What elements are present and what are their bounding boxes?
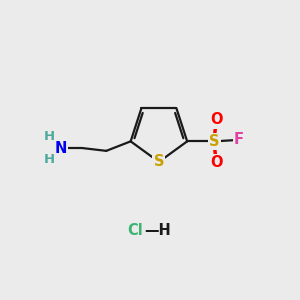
Text: —H: —H — [144, 223, 171, 238]
Text: F: F — [234, 132, 244, 147]
Text: N: N — [54, 140, 67, 155]
Text: S: S — [209, 134, 220, 149]
Text: H: H — [44, 130, 55, 143]
Text: O: O — [211, 112, 223, 128]
Text: Cl: Cl — [127, 223, 142, 238]
Text: S: S — [154, 154, 164, 169]
Text: H: H — [44, 153, 55, 166]
Text: O: O — [211, 155, 223, 170]
